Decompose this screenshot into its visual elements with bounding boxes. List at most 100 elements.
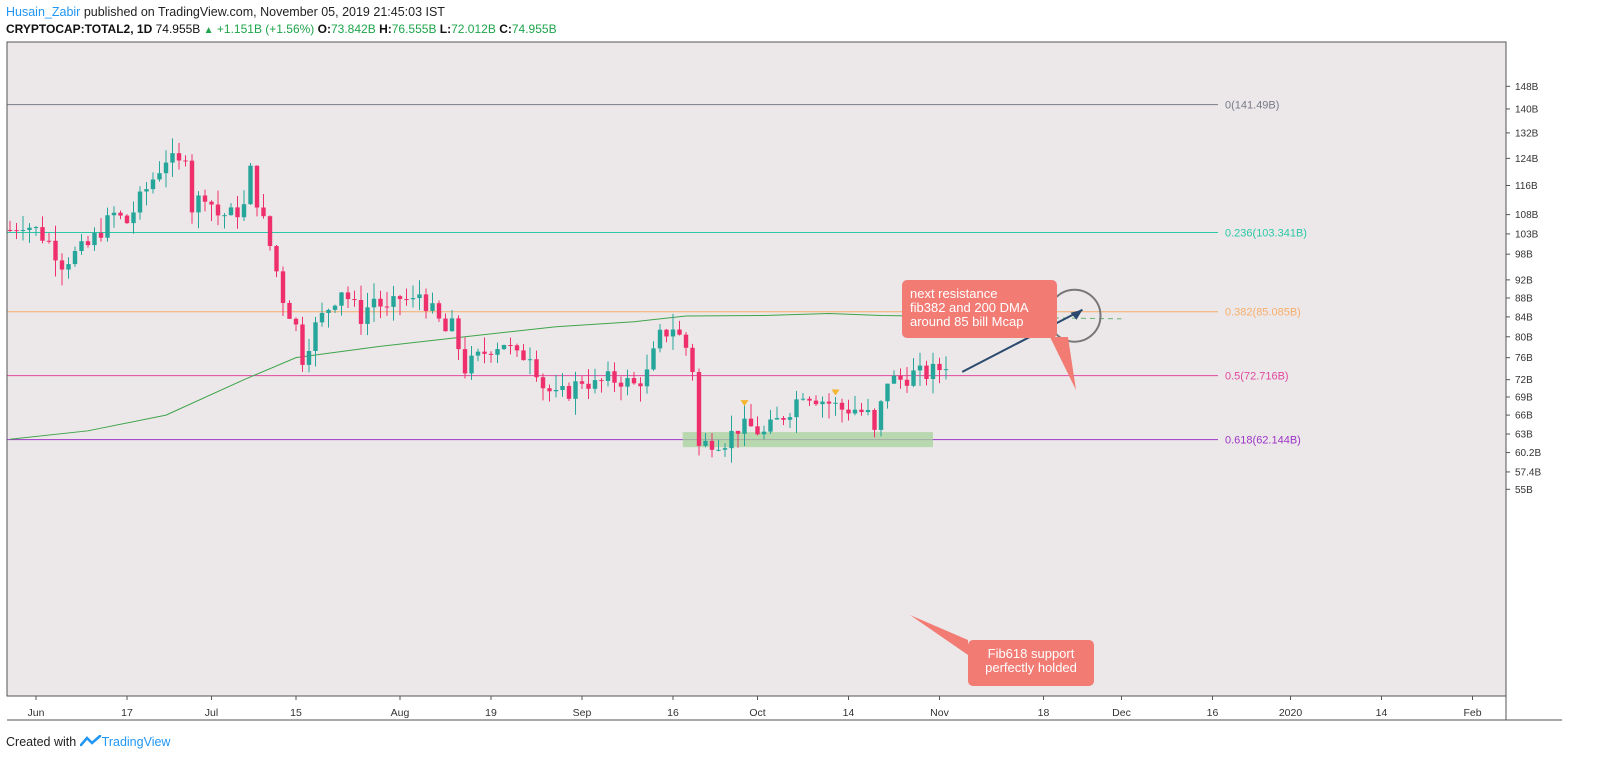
candle-body	[761, 431, 767, 435]
candle-body	[280, 271, 286, 303]
candle-body	[124, 215, 130, 224]
candle-body	[709, 440, 715, 450]
y-tick-label: 60.2B	[1515, 448, 1541, 459]
candle-body	[540, 377, 546, 389]
candle-body	[209, 201, 214, 205]
candle-body	[430, 303, 435, 311]
x-tick-label: Jun	[28, 707, 45, 719]
candle-body	[638, 383, 643, 387]
y-tick-label: 98B	[1515, 250, 1533, 261]
candle-body	[267, 216, 273, 247]
candle-body	[241, 204, 247, 218]
candle-body	[14, 230, 19, 232]
candle-body	[118, 212, 123, 216]
candle-body	[586, 383, 591, 389]
candle-body	[462, 349, 468, 374]
y-tick-label: 132B	[1515, 128, 1539, 139]
y-tick-label: 55B	[1515, 485, 1533, 496]
x-tick-label: Sep	[573, 707, 592, 719]
x-tick-label: Aug	[391, 707, 410, 719]
annotation-shapes	[910, 288, 1102, 655]
fib-label: 0.382(85.085B)	[1225, 307, 1301, 319]
candle-body	[378, 298, 383, 307]
candle-body	[579, 381, 585, 384]
high-value: 76.555B	[391, 22, 437, 36]
candles	[7, 138, 949, 463]
candle-body	[521, 350, 526, 361]
candle-body	[872, 409, 877, 430]
candle-body	[917, 365, 923, 371]
candle-body	[397, 296, 403, 300]
candle-body	[300, 324, 305, 365]
time-axis[interactable]: Jun 17 Jul 15 Aug 19 Sep 16 Oct 14 Nov 18 Dec 16 2020 1…	[28, 696, 1482, 719]
projection-arrow-line	[961, 308, 1083, 373]
candle-body	[131, 212, 136, 224]
price-axis[interactable]: 148B 140B 132B 124B 116B 108B 103B 98B 92B 88B 84B…	[1506, 82, 1541, 496]
publish-line: Husain_Zabir published on TradingView.co…	[6, 5, 445, 19]
candle-body	[748, 418, 754, 427]
candle-body	[904, 379, 910, 386]
x-tick-label: Feb	[1463, 707, 1481, 719]
candle-body	[170, 153, 175, 163]
candle-body	[612, 371, 617, 383]
fib-label: 0.5(72.716B)	[1225, 371, 1289, 383]
candle-body	[27, 227, 32, 231]
candle-body	[560, 385, 565, 390]
candle-body	[293, 318, 299, 325]
fib-label: 0(141.49B)	[1225, 100, 1279, 112]
support-callout: Fib618 support perfectly holded	[968, 640, 1094, 686]
candle-body	[885, 383, 890, 402]
tradingview-logo-icon	[79, 734, 101, 747]
candle-body	[495, 349, 500, 355]
candle-body	[787, 417, 793, 420]
candle-body	[287, 302, 292, 319]
x-tick-label: 14	[843, 707, 855, 719]
x-tick-label: 18	[1038, 707, 1050, 719]
candle-body	[319, 312, 325, 323]
candle-body	[157, 173, 162, 180]
candle-body	[865, 409, 871, 413]
candle-body	[326, 309, 331, 313]
candle-body	[144, 189, 149, 192]
y-tick-label: 124B	[1515, 154, 1539, 165]
candle-body	[644, 369, 650, 387]
candle-body	[183, 160, 188, 162]
candle-body	[813, 400, 819, 405]
author-link[interactable]: Husain_Zabir	[6, 5, 81, 19]
candle-body	[105, 215, 110, 238]
candle-body	[163, 162, 169, 174]
y-tick-label: 80B	[1515, 332, 1533, 343]
candle-body	[98, 232, 104, 238]
x-tick-label: Dec	[1112, 707, 1131, 719]
candle-body	[59, 260, 65, 270]
candle-body	[46, 240, 52, 242]
candle-body	[417, 294, 422, 299]
created-with-label: Created with	[6, 735, 77, 749]
candle-body	[566, 385, 572, 399]
candle-body	[833, 402, 838, 404]
candle-body	[722, 448, 728, 450]
support-callout-pointer	[910, 615, 968, 655]
candle-body	[404, 299, 409, 301]
candle-body	[456, 318, 461, 350]
candle-body	[66, 264, 71, 270]
candle-body	[345, 292, 351, 300]
candle-body	[599, 380, 604, 382]
candle-body	[534, 359, 539, 378]
close-value: 74.955B	[511, 22, 557, 36]
x-tick-label: Oct	[749, 707, 765, 719]
tradingview-brand-link[interactable]: TradingView	[101, 735, 171, 749]
plot-background	[7, 42, 1506, 696]
x-tick-label: 16	[1207, 707, 1219, 719]
candle-body	[228, 207, 234, 216]
candle-body	[930, 363, 936, 380]
candle-body	[800, 398, 806, 400]
footer: Created with TradingView	[6, 734, 171, 749]
candle-body	[137, 191, 143, 213]
candle-body	[85, 241, 91, 246]
candle-body	[573, 381, 578, 399]
candle-body	[768, 419, 773, 432]
candle-body	[384, 306, 390, 308]
y-tick-label: 84B	[1515, 312, 1533, 323]
